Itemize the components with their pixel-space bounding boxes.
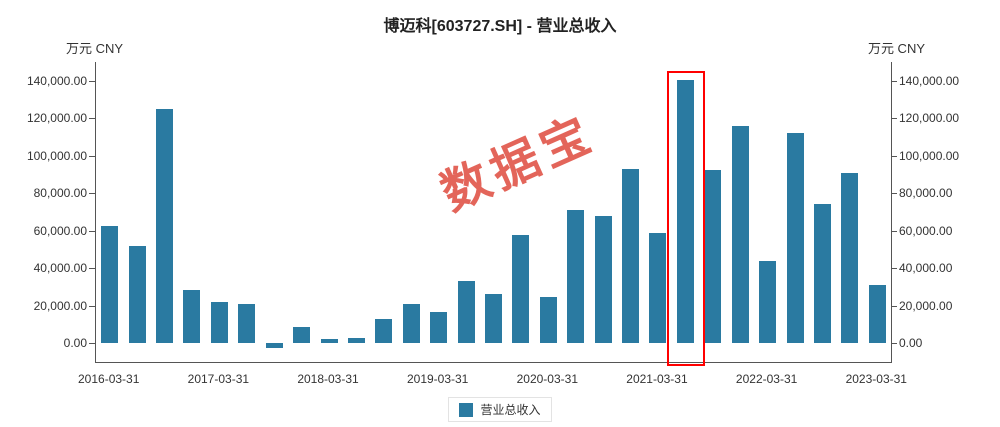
y-tick-label-right-0: 0.00	[899, 336, 923, 351]
legend-swatch	[459, 402, 474, 417]
bar-2018-03-31[interactable]	[320, 338, 338, 344]
bar-2016-03-31[interactable]	[101, 226, 119, 344]
legend-item-revenue[interactable]: 营业总收入	[448, 397, 552, 422]
bar-2016-12-31[interactable]	[183, 289, 201, 344]
bar-2020-12-31[interactable]	[622, 168, 640, 344]
chart-title: 博迈科[603727.SH] - 营业总收入	[383, 18, 617, 35]
y-tick-label-left-100000: 100,000.00	[26, 148, 87, 163]
x-tick-label-2020-03-31: 2020-03-31	[516, 372, 578, 386]
x-tick-label-2018-03-31: 2018-03-31	[297, 372, 359, 386]
x-tick-label-2016-03-31: 2016-03-31	[78, 372, 140, 386]
bar-2017-12-31[interactable]	[293, 327, 311, 344]
bar-2021-03-31[interactable]	[649, 232, 667, 344]
bar-2023-03-31[interactable]	[868, 285, 886, 344]
x-tick-label-2023-03-31: 2023-03-31	[845, 372, 907, 386]
bar-2022-03-31[interactable]	[759, 260, 777, 344]
legend: 营业总收入	[0, 397, 1000, 422]
y-axis-unit-left: 万元 CNY	[66, 41, 124, 56]
y-tick-label-right-20000: 20,000.00	[899, 298, 953, 313]
y-tick-label-right-140000: 140,000.00	[899, 73, 960, 88]
x-tick-label-2019-03-31: 2019-03-31	[406, 372, 469, 386]
bar-2017-03-31[interactable]	[210, 302, 228, 344]
x-tick-label-2017-03-31: 2017-03-31	[187, 372, 250, 386]
bar-2021-09-30[interactable]	[704, 169, 722, 344]
bar-2019-09-30[interactable]	[485, 293, 502, 344]
bar-2021-12-31[interactable]	[731, 125, 749, 344]
bar-2019-12-31[interactable]	[512, 234, 530, 344]
y-tick-label-right-40000: 40,000.00	[899, 261, 953, 276]
x-tick-label-2021-03-31: 2021-03-31	[626, 372, 688, 386]
bar-2018-06-30[interactable]	[347, 337, 365, 344]
bar-2019-03-31[interactable]	[430, 312, 448, 344]
y-tick-label-left-60000: 60,000.00	[33, 223, 87, 238]
bar-2018-12-31[interactable]	[402, 303, 420, 344]
y-tick-label-right-60000: 60,000.00	[899, 223, 953, 238]
y-tick-label-right-80000: 80,000.00	[899, 186, 953, 201]
y-axis-unit-right: 万元 CNY	[867, 41, 925, 56]
legend-label: 营业总收入	[480, 403, 541, 417]
y-tick-label-right-120000: 120,000.00	[899, 111, 960, 126]
plot-area	[95, 62, 892, 363]
bar-2017-09-30[interactable]	[265, 343, 283, 348]
bar-2022-09-30[interactable]	[813, 203, 831, 344]
x-tick-label-2022-03-31: 2022-03-31	[735, 372, 798, 386]
bar-2020-06-30[interactable]	[567, 210, 585, 344]
bar-2016-06-30[interactable]	[128, 245, 146, 344]
y-tick-label-right-100000: 100,000.00	[899, 148, 960, 163]
bar-2020-03-31[interactable]	[539, 297, 557, 344]
bar-2020-09-30[interactable]	[594, 215, 612, 344]
bar-2021-06-30[interactable]	[676, 79, 694, 344]
bar-2022-06-30[interactable]	[786, 133, 804, 344]
y-tick-label-left-0: 0.00	[63, 336, 87, 351]
y-tick-label-left-40000: 40,000.00	[33, 261, 87, 276]
bar-2018-09-30[interactable]	[375, 318, 393, 344]
y-tick-label-left-140000: 140,000.00	[26, 73, 87, 88]
y-tick-label-left-120000: 120,000.00	[26, 111, 87, 126]
y-tick-label-left-20000: 20,000.00	[33, 298, 87, 313]
bar-2017-06-30[interactable]	[238, 303, 256, 344]
y-tick-label-left-80000: 80,000.00	[33, 186, 87, 201]
bar-2016-09-30[interactable]	[156, 108, 174, 344]
bar-2022-12-31[interactable]	[841, 172, 859, 344]
bar-2019-06-30[interactable]	[457, 281, 475, 344]
